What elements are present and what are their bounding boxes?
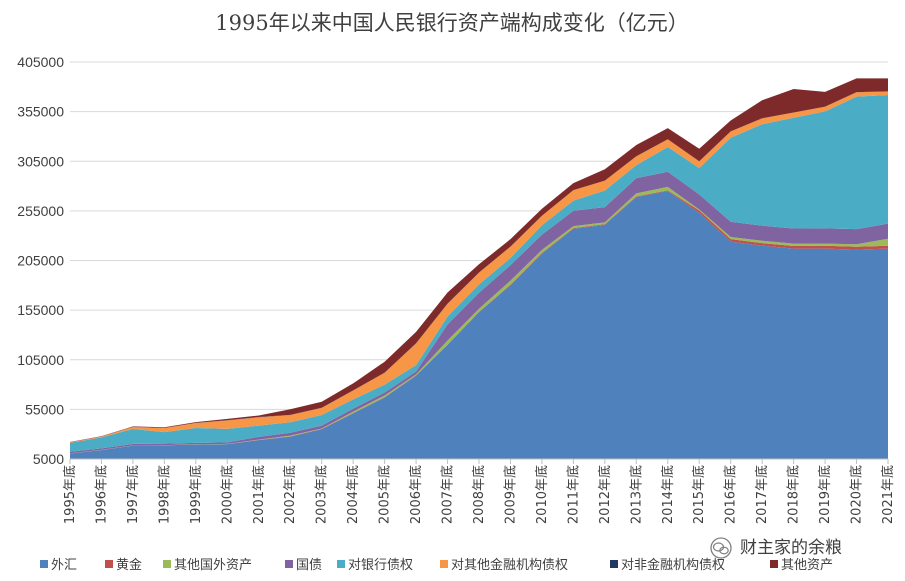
legend-swatch	[40, 560, 48, 568]
x-tick-label: 1999年底	[188, 465, 204, 524]
y-tick-label: 405000	[17, 54, 64, 70]
legend-swatch	[440, 560, 448, 568]
legend-item: 国债	[285, 558, 322, 573]
area-外汇	[70, 191, 888, 459]
legend: 外汇 黄金 其他国外资产 国债 对银行债权 对其他金融机构债权 对非金融机构债权 其他资产	[40, 557, 833, 573]
x-tick-label: 2008年底	[471, 465, 487, 524]
x-tick-label: 2020年底	[849, 465, 865, 524]
x-tick-label: 1995年底	[62, 465, 78, 524]
x-tick-label: 2015年底	[691, 465, 707, 524]
x-tick-label: 2001年底	[251, 465, 267, 524]
watermark: 财主家的余粮	[710, 537, 842, 559]
area-对银行债权	[70, 94, 888, 452]
legend-item: 对银行债权	[337, 557, 413, 573]
x-tick-label: 2009年底	[502, 465, 518, 524]
legend-item: 其他国外资产	[163, 558, 252, 573]
x-tick-label: 2014年底	[660, 465, 676, 524]
legend-label: 外汇	[51, 558, 77, 573]
x-tick-label: 2016年底	[723, 465, 739, 524]
legend-swatch	[105, 560, 113, 568]
legend-swatch	[163, 560, 171, 568]
legend-item: 外汇	[40, 558, 77, 573]
x-tick-label: 1998年底	[156, 465, 172, 524]
x-tick-label: 2019年底	[817, 465, 833, 524]
legend-item: 其他资产	[770, 558, 833, 573]
x-tick-label: 2018年底	[786, 465, 802, 524]
area-layers	[70, 78, 888, 459]
y-tick-label: 155000	[17, 302, 64, 318]
x-tick-label: 2003年底	[314, 465, 330, 524]
legend-label: 对其他金融机构债权	[451, 557, 568, 573]
y-tick-label: 105000	[17, 352, 64, 368]
x-axis: 1995年底 1996年底 1997年底 1998年底 1999年底 2000年底 2001…	[62, 458, 896, 524]
legend-swatch	[610, 560, 618, 568]
legend-swatch	[770, 560, 778, 568]
x-tick-label: 2021年底	[880, 465, 896, 524]
y-tick-label: 55000	[25, 401, 64, 417]
y-tick-label: 305000	[17, 153, 64, 169]
legend-label: 黄金	[116, 557, 142, 573]
x-tick-label: 2000年底	[219, 465, 235, 524]
x-tick-label: 1997年底	[125, 465, 141, 524]
legend-item: 对其他金融机构债权	[440, 557, 568, 573]
legend-item: 黄金	[105, 557, 142, 573]
y-tick-label: 205000	[17, 253, 64, 269]
legend-label: 国债	[296, 558, 322, 573]
legend-label: 其他国外资产	[174, 558, 252, 573]
x-tick-label: 2017年底	[754, 465, 770, 524]
x-tick-label: 2013年底	[628, 465, 644, 524]
y-tick-label: 355000	[17, 104, 64, 120]
y-tick-label: 5000	[33, 451, 64, 467]
wechat-icon	[710, 537, 732, 559]
chart-title: 1995年以来中国人民银行资产端构成变化（亿元）	[215, 11, 688, 35]
watermark-text: 财主家的余粮	[740, 538, 842, 558]
x-tick-label: 2006年底	[408, 465, 424, 524]
x-tick-label: 2007年底	[440, 465, 456, 524]
x-tick-label: 1996年底	[93, 465, 109, 524]
x-tick-label: 2002年底	[282, 465, 298, 524]
legend-label: 对银行债权	[348, 557, 413, 573]
legend-swatch	[337, 560, 345, 568]
x-tick-label: 2005年底	[377, 465, 393, 524]
legend-label: 对非金融机构债权	[621, 557, 725, 573]
x-tick-label: 2010年底	[534, 465, 550, 524]
x-tick-label: 2004年底	[345, 465, 361, 524]
x-tick-label: 2012年底	[597, 465, 613, 524]
y-tick-label: 255000	[17, 203, 64, 219]
legend-item: 对非金融机构债权	[610, 557, 725, 573]
y-axis: 5000 55000 105000 155000 205000 255000 305000 3…	[17, 54, 64, 467]
legend-label: 其他资产	[781, 558, 833, 573]
legend-swatch	[285, 560, 293, 568]
x-tick-label: 2011年底	[565, 465, 581, 524]
